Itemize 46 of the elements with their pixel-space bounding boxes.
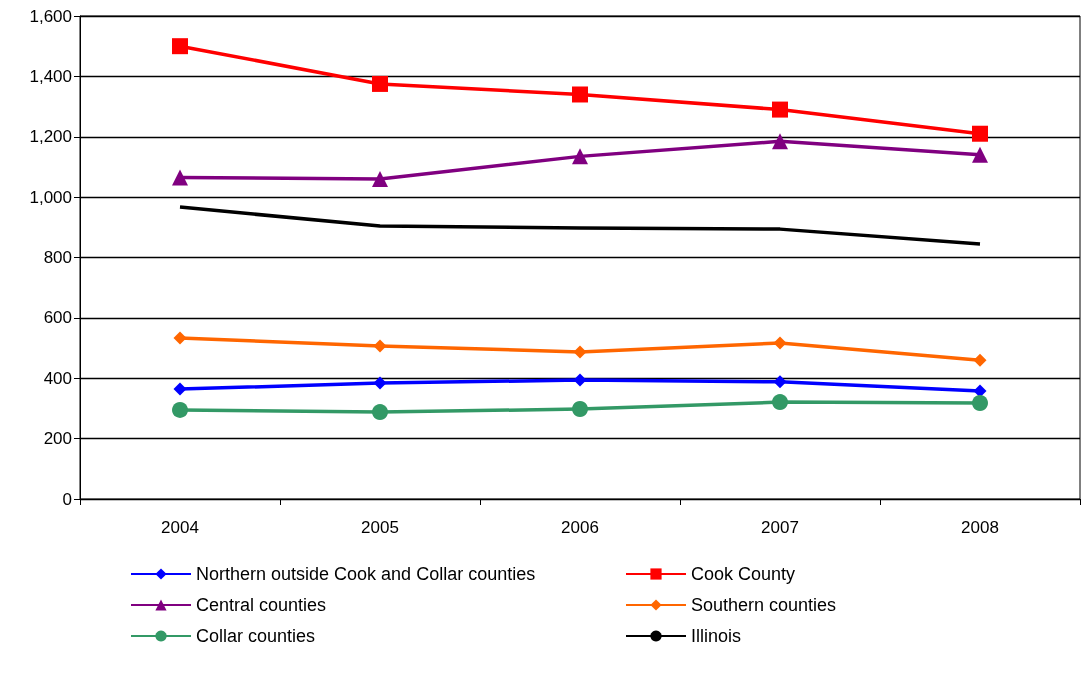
point xyxy=(172,169,188,186)
legend-label: Cook County xyxy=(691,564,796,584)
point xyxy=(772,394,788,411)
point xyxy=(572,86,588,103)
point xyxy=(773,336,787,350)
point xyxy=(172,38,188,55)
point xyxy=(972,146,988,163)
y-tick-label: 400 xyxy=(43,368,72,388)
x-tick-label: 2005 xyxy=(361,518,399,537)
point xyxy=(372,75,388,92)
y-tick-label: 800 xyxy=(43,248,72,267)
point xyxy=(972,125,988,142)
point xyxy=(373,339,387,353)
y-tick-label: 1,400 xyxy=(29,66,72,86)
point xyxy=(972,395,988,411)
point xyxy=(973,353,987,367)
legend-label: Central counties xyxy=(196,595,327,615)
point xyxy=(572,401,588,418)
point xyxy=(173,331,187,345)
point xyxy=(973,384,987,398)
point xyxy=(172,401,188,418)
legend-label: Illinois xyxy=(691,626,742,646)
point xyxy=(773,375,787,389)
point xyxy=(573,345,587,359)
legend-label: Northern outside Cook and Collar counties xyxy=(196,564,536,584)
point xyxy=(772,133,788,150)
y-tick-label: 200 xyxy=(43,429,72,449)
point xyxy=(372,404,388,421)
point xyxy=(373,376,387,390)
legend-label: Collar counties xyxy=(196,626,316,646)
y-tick-label: 1,600 xyxy=(29,6,72,26)
y-tick-label: 1,200 xyxy=(29,127,72,147)
point xyxy=(772,101,788,118)
x-tick-label: 2004 xyxy=(161,518,199,537)
x-tick-label: 2008 xyxy=(961,518,999,537)
point xyxy=(372,171,388,188)
x-tick-label: 2007 xyxy=(761,518,799,537)
point xyxy=(573,373,587,387)
line-series xyxy=(178,205,982,246)
y-tick-label: 0 xyxy=(62,489,72,509)
y-tick-label: 600 xyxy=(43,308,72,328)
x-tick-label: 2006 xyxy=(561,518,599,537)
y-tick-label: 1,000 xyxy=(29,187,72,207)
point xyxy=(173,382,187,396)
legend-label: Southern counties xyxy=(691,595,837,615)
point xyxy=(572,148,588,165)
